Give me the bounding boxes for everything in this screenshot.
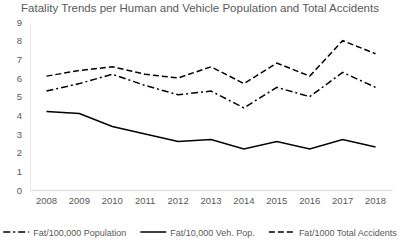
legend-label: Fat/100,000 Population [33, 228, 126, 238]
legend-swatch [269, 231, 295, 233]
series-line [46, 41, 375, 84]
x-tick-label: 2016 [299, 195, 320, 206]
y-tick: 2 [17, 147, 30, 158]
y-tick: 1 [17, 166, 30, 177]
x-tick: 2017 [332, 190, 353, 206]
legend-swatch [3, 231, 29, 233]
y-tick: 4 [17, 110, 30, 121]
legend-label: Fat/1000 Total Accidents [299, 228, 397, 238]
x-tick: 2011 [135, 190, 155, 206]
chart-title: Fatality Trends per Human and Vehicle Po… [21, 2, 379, 14]
legend-item: Fat/10,000 Veh. Pop. [140, 228, 255, 238]
y-tick-label: 8 [17, 35, 22, 46]
legend-swatch [140, 231, 166, 233]
x-tick: 2009 [69, 190, 90, 206]
y-tick-label: 0 [17, 185, 22, 196]
x-tick-label: 2015 [266, 195, 287, 206]
y-tick-label: 6 [17, 73, 22, 84]
y-tick-label: 5 [17, 91, 22, 102]
y-tick: 7 [17, 54, 30, 65]
x-tick-label: 2009 [69, 195, 90, 206]
x-tick: 2018 [365, 190, 386, 206]
y-tick: 5 [17, 91, 30, 102]
x-tick: 2008 [36, 190, 57, 206]
legend-item: Fat/100,000 Population [3, 228, 126, 238]
y-tick-label: 7 [17, 54, 22, 65]
x-tick: 2015 [266, 190, 287, 206]
series-line [46, 112, 375, 149]
plot: 0123456789200820092010201120122013201420… [17, 17, 393, 206]
x-axis-line [31, 190, 393, 191]
x-tick: 2016 [299, 190, 320, 206]
y-tick-label: 2 [17, 147, 22, 158]
x-tick: 2013 [200, 190, 221, 206]
x-tick: 2010 [102, 190, 123, 206]
x-tick-label: 2011 [135, 195, 155, 206]
x-axis: 2008 2009 2010 2011 2012 2013 2014 2015 2016 2017… [31, 190, 393, 206]
x-tick: 2012 [168, 190, 189, 206]
x-tick-label: 2010 [102, 195, 123, 206]
y-tick: 0 [17, 185, 30, 196]
y-axis: 0 1 2 3 4 5 6 7 8 9 [17, 17, 31, 196]
lines [46, 41, 375, 149]
x-tick-label: 2018 [365, 195, 386, 206]
y-tick-label: 3 [17, 129, 22, 140]
y-tick: 3 [17, 129, 30, 140]
x-tick-label: 2008 [36, 195, 57, 206]
series-line [46, 72, 375, 107]
y-tick: 6 [17, 73, 30, 84]
y-tick-label: 1 [17, 166, 22, 177]
y-tick-label: 4 [17, 110, 22, 121]
y-tick-label: 9 [17, 17, 22, 28]
legend-label: Fat/10,000 Veh. Pop. [170, 228, 255, 238]
y-tick: 9 [17, 17, 30, 28]
y-axis-line [30, 23, 31, 191]
y-tick: 8 [17, 35, 30, 46]
x-tick-label: 2012 [168, 195, 189, 206]
x-tick-label: 2014 [233, 195, 254, 206]
x-tick-label: 2013 [200, 195, 221, 206]
x-tick-label: 2017 [332, 195, 353, 206]
legend: Fat/100,000 Population Fat/10,000 Veh. Po… [3, 228, 397, 238]
legend-item: Fat/1000 Total Accidents [269, 228, 397, 238]
x-tick: 2014 [233, 190, 254, 206]
